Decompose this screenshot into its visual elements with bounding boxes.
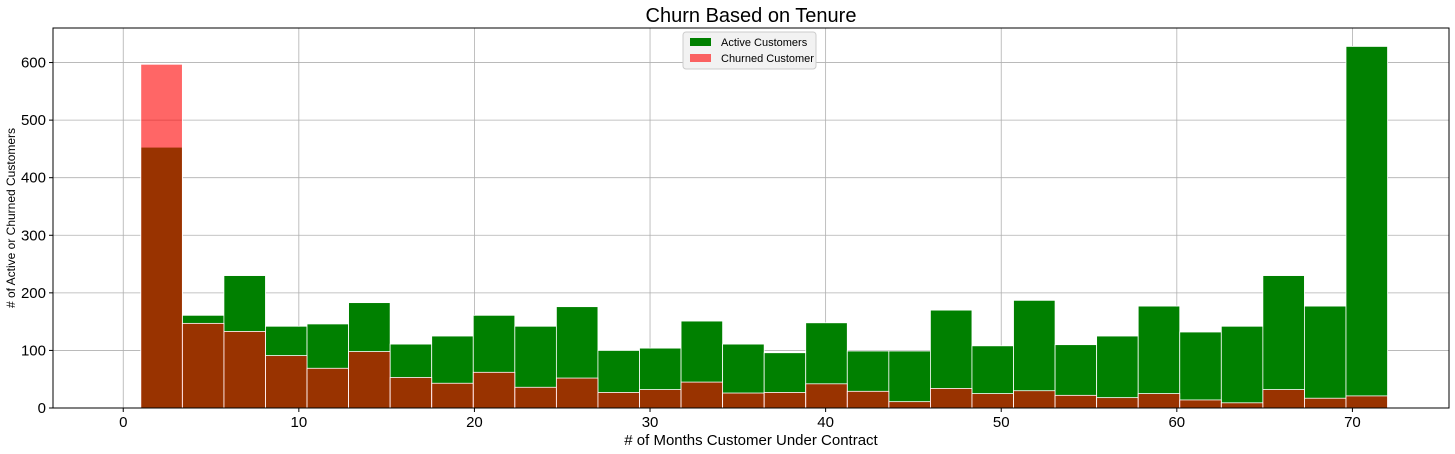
churned-bar-5 bbox=[348, 351, 391, 409]
churned-bar-16 bbox=[805, 383, 848, 409]
churned-bar-14 bbox=[722, 392, 765, 409]
churned-bar-20 bbox=[971, 393, 1014, 409]
active-bar-23 bbox=[1096, 335, 1139, 409]
churned-bar-1 bbox=[181, 322, 225, 409]
churned-bar-8 bbox=[472, 371, 516, 409]
active-bar-21 bbox=[1013, 299, 1056, 409]
churned-bar-11 bbox=[597, 392, 640, 409]
churned-bar-23 bbox=[1096, 397, 1139, 409]
churned-bar-13 bbox=[680, 381, 724, 409]
y-tick-label-1: 100 bbox=[21, 342, 46, 359]
active-bar-26 bbox=[1220, 325, 1264, 409]
churned-bar-9 bbox=[514, 386, 557, 409]
x-axis-ticks: 0 10 20 30 40 50 60 70 bbox=[119, 408, 1361, 431]
churned-bar-7 bbox=[431, 382, 474, 409]
churned-series-bars bbox=[140, 63, 1388, 409]
churned-bar-3 bbox=[265, 355, 308, 409]
legend-swatch-churned bbox=[690, 54, 711, 62]
x-tick-label-5: 50 bbox=[993, 414, 1010, 431]
x-tick-label-2: 20 bbox=[466, 414, 483, 431]
x-axis-label: # of Months Customer Under Contract bbox=[624, 432, 878, 449]
x-tick-label-0: 0 bbox=[119, 414, 127, 431]
churned-bar-0 bbox=[140, 63, 183, 409]
active-bar-18 bbox=[888, 350, 931, 409]
active-bar-24 bbox=[1137, 305, 1181, 409]
y-tick-label-3: 300 bbox=[21, 227, 46, 244]
x-tick-label-1: 10 bbox=[290, 414, 307, 431]
legend-swatch-active bbox=[690, 38, 711, 46]
y-tick-label-6: 600 bbox=[21, 55, 46, 72]
churned-bar-29 bbox=[1345, 395, 1388, 409]
churned-bar-12 bbox=[639, 389, 682, 409]
churned-bar-15 bbox=[763, 392, 807, 409]
y-axis-label: # of Active or Churned Customers bbox=[4, 128, 18, 308]
churned-bar-19 bbox=[930, 388, 973, 409]
churned-bar-18 bbox=[888, 401, 931, 409]
active-bar-29 bbox=[1345, 46, 1388, 409]
active-series-bars bbox=[140, 46, 1388, 409]
y-axis-ticks: 0 100 200 300 400 500 600 bbox=[21, 55, 53, 417]
churned-bar-24 bbox=[1137, 393, 1181, 409]
legend: Active Customers Churned Customer bbox=[682, 31, 817, 70]
y-tick-label-0: 0 bbox=[38, 400, 46, 417]
churned-bar-27 bbox=[1262, 389, 1305, 409]
churned-bar-26 bbox=[1220, 402, 1264, 409]
active-bar-25 bbox=[1179, 331, 1222, 409]
chart-title: Churn Based on Tenure bbox=[646, 5, 857, 27]
legend-label-active: Active Customers bbox=[721, 37, 808, 49]
y-tick-label-5: 500 bbox=[21, 112, 46, 129]
legend-box bbox=[682, 31, 817, 70]
x-tick-label-7: 70 bbox=[1344, 414, 1361, 431]
churned-bar-4 bbox=[306, 367, 349, 409]
churned-bar-17 bbox=[846, 390, 890, 409]
churned-bar-25 bbox=[1179, 399, 1222, 409]
y-tick-label-2: 200 bbox=[21, 285, 46, 302]
active-bar-28 bbox=[1304, 305, 1347, 409]
x-tick-label-3: 30 bbox=[642, 414, 659, 431]
churned-bar-21 bbox=[1013, 390, 1056, 409]
churned-bar-2 bbox=[223, 331, 266, 409]
churned-bar-6 bbox=[389, 377, 433, 409]
legend-label-churned: Churned Customer bbox=[721, 53, 814, 65]
x-tick-label-6: 60 bbox=[1168, 414, 1185, 431]
y-tick-label-4: 400 bbox=[21, 170, 46, 187]
plot-frame bbox=[52, 27, 1450, 409]
churned-bar-10 bbox=[555, 377, 599, 409]
active-bar-27 bbox=[1262, 275, 1305, 409]
churned-bar-22 bbox=[1054, 394, 1098, 409]
churned-bar-28 bbox=[1304, 397, 1347, 409]
x-tick-label-4: 40 bbox=[817, 414, 834, 431]
